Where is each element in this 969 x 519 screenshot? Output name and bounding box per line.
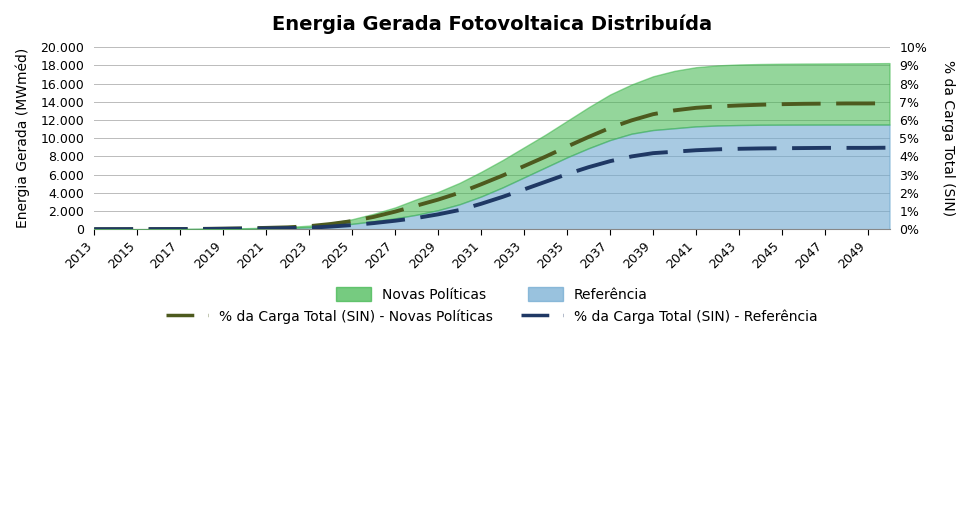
Y-axis label: Energia Gerada (MWméd): Energia Gerada (MWméd) (15, 48, 29, 228)
Legend: % da Carga Total (SIN) - Novas Políticas, % da Carga Total (SIN) - Referência: % da Carga Total (SIN) - Novas Políticas… (167, 309, 817, 323)
Title: Energia Gerada Fotovoltaica Distribuída: Energia Gerada Fotovoltaica Distribuída (271, 15, 711, 34)
Y-axis label: % da Carga Total (SIN): % da Carga Total (SIN) (940, 60, 954, 216)
